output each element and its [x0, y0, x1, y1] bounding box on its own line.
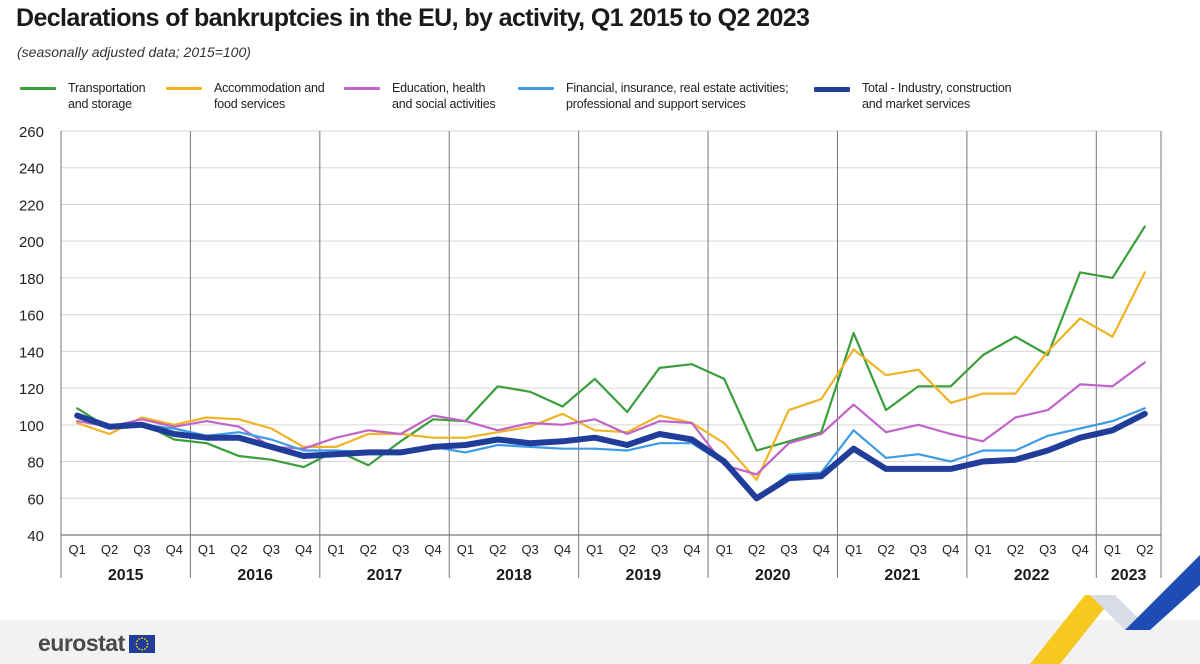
- y-tick-label: 240: [19, 161, 44, 178]
- legend-item-transport: Transportation and storage: [20, 80, 146, 112]
- x-tick-quarter: Q1: [69, 542, 86, 557]
- series-line-accommodation: [76, 271, 1146, 481]
- x-tick-quarter: Q3: [263, 542, 280, 557]
- x-tick-quarter: Q2: [619, 542, 636, 557]
- y-tick-label: 40: [27, 528, 44, 545]
- chart-subtitle: (seasonally adjusted data; 2015=100): [17, 44, 251, 60]
- x-tick-quarter: Q4: [166, 542, 183, 557]
- x-tick-year: 2022: [1014, 567, 1050, 584]
- x-tick-quarter: Q3: [910, 542, 927, 557]
- x-tick-quarter: Q1: [716, 542, 733, 557]
- logo-text: eurostat: [38, 630, 125, 656]
- series-line-transport: [76, 225, 1146, 469]
- y-tick-label: 160: [19, 308, 44, 325]
- x-tick-quarter: Q3: [651, 542, 668, 557]
- y-tick-label: 80: [27, 455, 44, 472]
- legend-item-total: Total - Industry, construction and marke…: [814, 80, 1012, 112]
- series-line-total: [74, 410, 1148, 502]
- x-tick-quarter: Q1: [327, 542, 344, 557]
- y-tick-label: 60: [27, 491, 44, 508]
- x-tick-quarter: Q3: [780, 542, 797, 557]
- y-tick-label: 120: [19, 381, 44, 398]
- eu-flag-icon: [128, 634, 155, 653]
- series-line-financial: [76, 407, 1146, 500]
- legend-swatch-accommodation: [166, 87, 202, 90]
- x-tick-year: 2018: [496, 567, 532, 584]
- x-tick-quarter: Q2: [489, 542, 506, 557]
- x-tick-quarter: Q1: [457, 542, 474, 557]
- legend-swatch-education: [344, 87, 380, 90]
- x-tick-year: 2017: [367, 567, 403, 584]
- x-tick-year: 2016: [237, 567, 273, 584]
- x-tick-quarter: Q1: [974, 542, 991, 557]
- y-tick-label: 260: [19, 124, 44, 141]
- x-tick-quarter: Q3: [133, 542, 150, 557]
- x-tick-quarter: Q2: [230, 542, 247, 557]
- x-tick-quarter: Q1: [198, 542, 215, 557]
- decorative-chevrons: [1030, 555, 1200, 664]
- x-tick-quarter: Q4: [1071, 542, 1088, 557]
- x-tick-year: 2020: [755, 567, 791, 584]
- x-tick-quarter: Q1: [586, 542, 603, 557]
- x-tick-quarter: Q2: [360, 542, 377, 557]
- x-tick-quarter: Q3: [1039, 542, 1056, 557]
- x-tick-quarter: Q2: [101, 542, 118, 557]
- legend-item-financial: Financial, insurance, real estate activi…: [518, 80, 789, 112]
- x-tick-quarter: Q4: [295, 542, 312, 557]
- x-tick-quarter: Q4: [554, 542, 571, 557]
- legend-label-accommodation: Accommodation and food services: [214, 81, 325, 111]
- x-tick-quarter: Q2: [1007, 542, 1024, 557]
- x-tick-year: 2023: [1111, 567, 1147, 584]
- x-tick-quarter: Q4: [683, 542, 700, 557]
- legend-label-education: Education, health and social activities: [392, 81, 496, 111]
- line-chart: 40 60 80 100 120 140 160 180 200 220 240 260 Q1 Q2 Q3 Q…: [19, 124, 1162, 584]
- x-tick-quarter: Q4: [942, 542, 959, 557]
- legend-item-education: Education, health and social activities: [344, 80, 496, 112]
- x-tick-year: 2021: [884, 567, 920, 584]
- x-tick-quarter: Q3: [392, 542, 409, 557]
- x-tick-quarter: Q2: [877, 542, 894, 557]
- x-tick-quarter: Q1: [1104, 542, 1121, 557]
- legend-label-total: Total - Industry, construction and marke…: [862, 81, 1012, 111]
- legend-label-financial: Financial, insurance, real estate activi…: [566, 81, 789, 111]
- y-tick-label: 140: [19, 344, 44, 361]
- x-tick-quarter: Q1: [845, 542, 862, 557]
- legend-label-transport: Transportation and storage: [68, 81, 146, 111]
- x-tick-quarter: Q4: [424, 542, 441, 557]
- x-tick-quarter: Q4: [813, 542, 830, 557]
- x-tick-quarter: Q2: [1136, 542, 1153, 557]
- x-tick-quarter: Q2: [748, 542, 765, 557]
- legend-item-accommodation: Accommodation and food services: [166, 80, 325, 112]
- chart-legend: Transportation and storage Accommodation…: [0, 80, 1200, 120]
- x-tick-year: 2019: [626, 567, 662, 584]
- y-tick-label: 180: [19, 271, 44, 288]
- legend-swatch-financial: [518, 87, 554, 90]
- y-tick-label: 200: [19, 234, 44, 251]
- x-tick-year: 2015: [108, 567, 144, 584]
- x-tick-quarter: Q3: [521, 542, 538, 557]
- footer-band: [0, 620, 1200, 664]
- y-tick-label: 100: [19, 418, 44, 435]
- y-tick-label: 220: [19, 197, 44, 214]
- eurostat-logo: eurostat: [38, 630, 155, 657]
- legend-swatch-total: [814, 87, 850, 92]
- chart-title: Declarations of bankruptcies in the EU, …: [16, 4, 810, 32]
- legend-swatch-transport: [20, 87, 56, 90]
